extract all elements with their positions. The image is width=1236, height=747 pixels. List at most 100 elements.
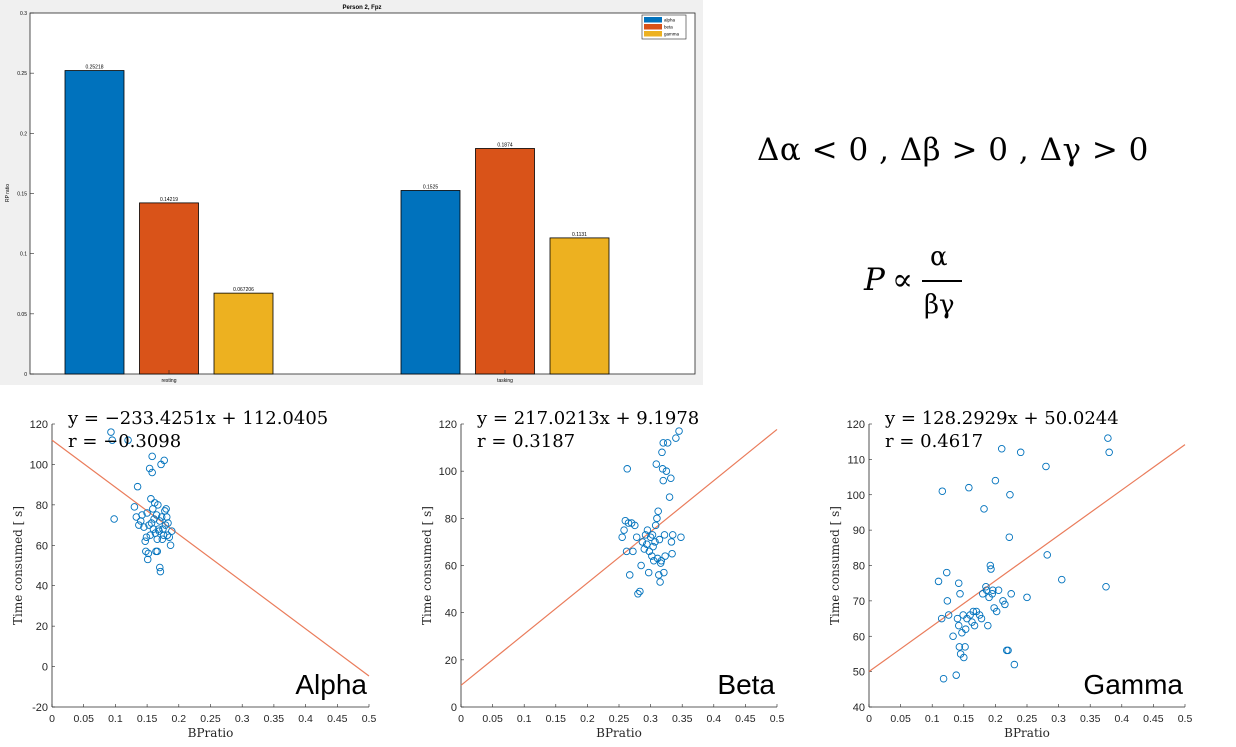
legend-label-gamma: gamma [664,32,680,37]
scatter-point [156,517,164,525]
bar-ytick-label: 0.25 [17,71,27,77]
scatter-point [161,521,170,529]
scatter-xtick-label: 0.25 [200,713,221,725]
scatter-r-value: r = 0.3187 [477,431,575,452]
scatter-point [977,614,986,623]
scatter-point [644,568,653,577]
scatter-xtick-label: 0.3 [1051,713,1066,725]
bar-beta-resting [139,202,199,375]
scatter-point [148,468,156,477]
scatter-point [652,460,661,468]
scatter-point [956,590,964,598]
scatter-xtick-label: 0.35 [672,713,693,725]
scatter-point [637,561,645,570]
scatter-point [144,549,153,558]
scatter-xtick-label: 0.2 [580,713,595,725]
scatter-band-label: Alpha [295,669,367,700]
scatter-point [153,535,161,543]
scatter-point [988,590,996,598]
scatter-point [1105,448,1113,457]
scatter-point [955,643,964,651]
scatter-point [960,653,968,662]
scatter-point [1042,462,1050,471]
bar-beta-tasking [475,148,535,375]
scatter-ytick-label: 40 [36,581,48,593]
scatter-ytick-label: 60 [445,561,457,573]
scatter-xtick-label: 0.05 [482,713,503,725]
scatter-r-value: r = 0.4617 [885,431,983,452]
scatter-point [668,549,676,558]
bar-chart-legend: alpha beta gamma [641,14,687,40]
scatter-ytick-label: 80 [36,500,48,512]
scatter-ytick-label: 70 [853,596,865,608]
bar-alpha-tasking [400,190,461,375]
scatter-point [153,547,161,556]
scatter-point [999,597,1007,605]
scatter-ytick-label: 20 [36,621,48,633]
scatter-ytick-label: 90 [853,525,865,537]
scatter-point [137,517,145,525]
scatter-ylabel: Time consumed [ s] [420,506,434,625]
scatter-ytick-label: 100 [847,490,865,502]
scatter-band-label: Gamma [1083,669,1183,700]
scatter-fit-line [51,439,370,677]
scatter-xtick-label: 0.05 [73,713,94,725]
scatter-point [954,621,963,630]
scatter-xtick-label: 0.4 [1114,713,1129,725]
scatter-point [997,445,1006,453]
scatter-point [623,465,631,473]
scatter-ytick-label: 40 [445,608,457,620]
scatter-point [107,428,115,436]
scatter-point [146,531,155,539]
scatter-point [654,507,662,516]
scatter-xtick-label: 0.15 [546,713,567,725]
scatter-point [152,511,161,519]
bar-gamma-resting [213,292,274,375]
scatter-point [672,434,680,442]
proportional-symbol: ∝ [892,262,913,298]
scatter-point [1005,533,1014,541]
fraction-denominator: βγ [924,290,955,320]
scatter-point [147,495,155,503]
scatter-fit-line [868,444,1186,673]
scatter-gamma: 40 50 60 70 80 90 100 110 120 0 0.05 0.1 0.15 0.2 0.25… [828,408,1192,740]
scatter-point [655,571,663,579]
scatter-point [989,586,997,595]
scatter-point [143,509,151,517]
scatter-point [961,643,969,651]
scatter-point [643,526,652,534]
scatter-point [655,535,664,544]
scatter-point [650,557,658,565]
scatter-point [148,452,156,461]
scatter-point [953,614,962,623]
scatter-point [156,563,164,572]
scatter-point [965,483,973,492]
scatter-point [677,533,685,541]
bar-value-label: 0.1874 [497,142,513,148]
scatter-point [142,547,150,556]
scatter-point [662,467,671,475]
scatter-xtick-label: 0.1 [108,713,123,725]
scatter-xtick-label: 0.45 [327,713,348,725]
scatter-xtick-label: 0.2 [988,713,1003,725]
scatter-beta: 0 20 40 60 80 100 120 0 0.05 0.1 0.15 0.2 0.25 0.3 0.3… [420,408,784,740]
bar-value-label: 0.1131 [572,232,587,238]
bar-ytick-label: 0.1 [20,252,27,258]
scatter-xtick-label: 0.25 [609,713,630,725]
scatter-point [645,547,654,556]
scatter-point [1023,593,1031,602]
scatter-point [636,587,644,596]
scatter-xtick-label: 0.45 [1143,713,1164,725]
scatter-point [661,552,669,560]
scatter-point [994,586,1003,595]
scatter-point [986,561,995,570]
scatter-point [145,464,154,473]
scatter-xtick-label: 0.4 [706,713,721,725]
scatter-point [656,578,664,586]
scatter-point [638,538,647,546]
scatter-xtick-label: 0.35 [264,713,285,725]
scatter-point [140,523,148,531]
scatter-xtick-label: 0.4 [298,713,313,725]
scatter-point [163,513,171,521]
